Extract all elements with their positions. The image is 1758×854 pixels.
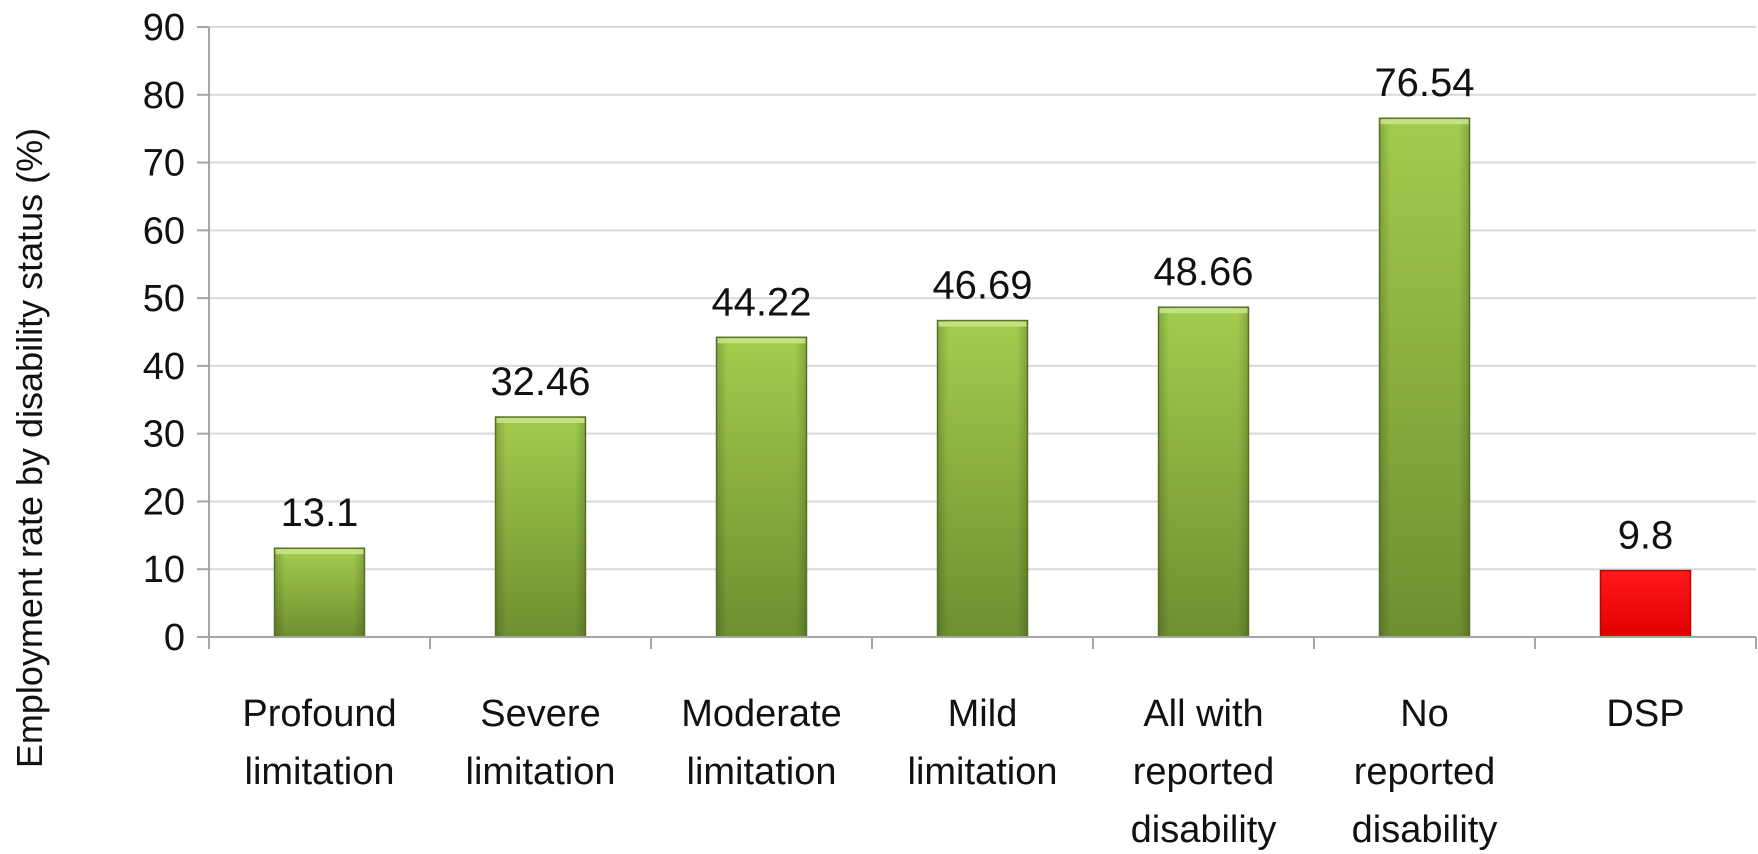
x-category-label: All with	[1143, 693, 1263, 735]
bar-shade	[495, 416, 586, 637]
bar-shade	[1379, 118, 1470, 638]
bar-highlight	[275, 549, 364, 555]
y-tick-label: 50	[143, 278, 185, 320]
y-tick-label: 40	[143, 346, 185, 388]
y-tick-label: 0	[164, 617, 185, 659]
x-category-label: Profound	[242, 693, 396, 735]
y-axis-title: Employment rate by disability status (%)	[9, 128, 50, 768]
y-tick-label: 80	[143, 75, 185, 117]
bar-shade	[937, 320, 1028, 637]
x-category-label: limitation	[908, 751, 1058, 793]
data-label: 48.66	[1153, 250, 1253, 294]
x-category-label: reported	[1354, 751, 1496, 793]
data-label: 46.69	[932, 264, 1032, 308]
x-category-label: disability	[1131, 809, 1277, 851]
data-label: 76.54	[1374, 61, 1474, 105]
data-label: 32.46	[490, 360, 590, 404]
data-label: 44.22	[711, 280, 811, 324]
y-tick-label: 60	[143, 210, 185, 252]
x-category-label: limitation	[466, 751, 616, 793]
bar-highlight	[938, 321, 1027, 327]
x-category-label: limitation	[245, 751, 395, 793]
bar-highlight	[1380, 119, 1469, 125]
x-category-label: DSP	[1606, 693, 1684, 735]
bar-highlight	[1159, 308, 1248, 314]
bars	[273, 117, 1692, 638]
x-category-label: limitation	[687, 751, 837, 793]
data-label: 9.8	[1618, 514, 1674, 558]
labels: 0 10 20 30 40 50 60 70 80 90 13.1 Profound limitatio…	[143, 7, 1685, 851]
axes	[197, 26, 1757, 649]
x-category-label: reported	[1133, 751, 1275, 793]
bar-shade	[274, 548, 365, 637]
bar-shade	[716, 337, 807, 637]
bar-highlight	[717, 338, 806, 344]
x-category-label: Severe	[480, 693, 600, 735]
data-label: 13.1	[281, 491, 359, 535]
y-tick-label: 20	[143, 481, 185, 523]
x-category-label: No	[1400, 693, 1449, 735]
x-category-label: Moderate	[681, 693, 842, 735]
y-tick-label: 70	[143, 143, 185, 185]
bar	[1599, 569, 1692, 638]
bar-highlight	[496, 417, 585, 423]
y-tick-label: 10	[143, 549, 185, 591]
gridlines	[209, 26, 1756, 571]
y-tick-label: 30	[143, 414, 185, 456]
y-tick-label: 90	[143, 7, 185, 49]
x-category-label: disability	[1352, 809, 1498, 851]
bar-shade	[1158, 307, 1249, 637]
x-category-label: Mild	[948, 693, 1018, 735]
